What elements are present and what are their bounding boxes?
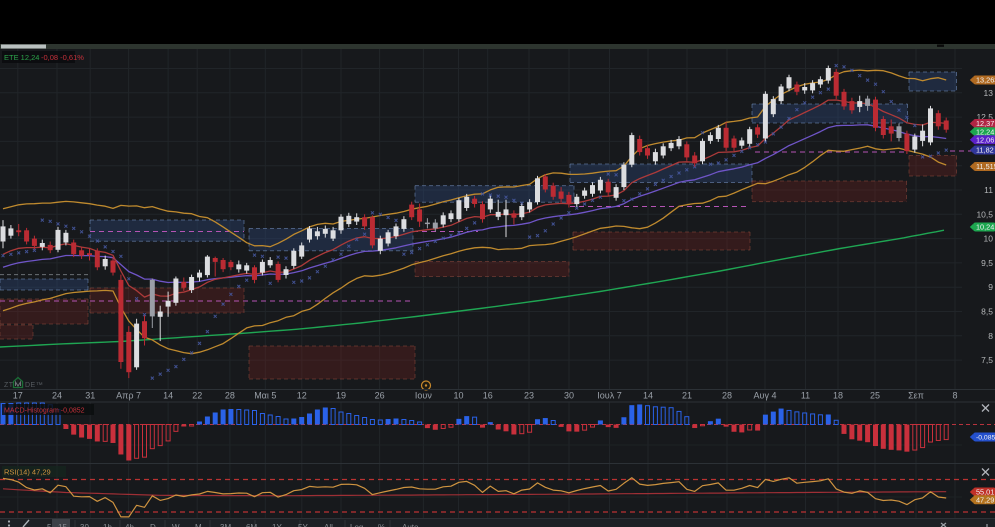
svg-text:-0,0852: -0,0852 <box>976 435 995 442</box>
svg-text:14: 14 <box>163 391 173 401</box>
svg-text:ETE 12,24: ETE 12,24 <box>4 53 39 62</box>
svg-text:Auto: Auto <box>402 523 419 527</box>
svg-text:8: 8 <box>988 331 993 341</box>
svg-text:12,37: 12,37 <box>976 119 994 128</box>
svg-text:10: 10 <box>984 234 994 244</box>
svg-text:18: 18 <box>833 391 843 401</box>
svg-text:ZT: ZT <box>4 382 14 389</box>
svg-text:10,24: 10,24 <box>976 223 994 232</box>
svg-text:30: 30 <box>564 391 574 401</box>
svg-text:5: 5 <box>47 523 52 527</box>
svg-text:17: 17 <box>13 391 23 401</box>
svg-text:15: 15 <box>58 523 67 527</box>
svg-text:16: 16 <box>483 391 493 401</box>
svg-text:7,5: 7,5 <box>981 355 993 365</box>
svg-text:All: All <box>324 523 333 527</box>
svg-text:12: 12 <box>297 391 307 401</box>
svg-text:RSI(14) 47,29: RSI(14) 47,29 <box>4 468 51 477</box>
svg-text:21: 21 <box>682 391 692 401</box>
svg-text:Αυγ 4: Αυγ 4 <box>754 391 777 401</box>
svg-text:MACD-Histogram -0,0852: MACD-Histogram -0,0852 <box>4 408 85 415</box>
svg-text:13: 13 <box>984 88 994 98</box>
svg-text:10,5: 10,5 <box>976 209 993 219</box>
svg-text:24: 24 <box>52 391 62 401</box>
svg-text:M: M <box>195 523 202 527</box>
svg-text:47,29: 47,29 <box>976 495 994 504</box>
svg-text:30: 30 <box>80 523 89 527</box>
svg-text:11: 11 <box>801 391 810 401</box>
svg-text:6M: 6M <box>246 523 257 527</box>
svg-text:8,5: 8,5 <box>981 307 993 317</box>
svg-text:Σεπ: Σεπ <box>908 391 924 401</box>
svg-text:23: 23 <box>524 391 534 401</box>
svg-text:9,5: 9,5 <box>981 258 993 268</box>
svg-text:Απρ 7: Απρ 7 <box>116 391 141 401</box>
svg-text:8: 8 <box>952 391 957 401</box>
svg-text:11,82: 11,82 <box>976 146 994 155</box>
svg-text:Ιουλ 7: Ιουλ 7 <box>597 391 621 401</box>
svg-text:14: 14 <box>643 391 653 401</box>
svg-text:12,06: 12,06 <box>976 135 994 144</box>
svg-text:13,263: 13,263 <box>976 76 995 85</box>
svg-text:9: 9 <box>988 282 993 292</box>
svg-text:1h: 1h <box>103 523 112 527</box>
svg-text:28: 28 <box>225 391 235 401</box>
svg-text:19: 19 <box>336 391 346 401</box>
svg-text:26: 26 <box>375 391 385 401</box>
svg-text:W: W <box>172 523 180 527</box>
svg-text:-0,08 -0,61%: -0,08 -0,61% <box>41 53 84 62</box>
svg-text:28: 28 <box>722 391 732 401</box>
svg-text:4h: 4h <box>125 523 134 527</box>
svg-text:12,5: 12,5 <box>976 112 993 122</box>
svg-text:11: 11 <box>984 185 993 195</box>
svg-text:55,01: 55,01 <box>976 488 994 497</box>
svg-text:5Y: 5Y <box>298 523 308 527</box>
svg-text:3M: 3M <box>220 523 231 527</box>
svg-text:11,515: 11,515 <box>976 162 995 171</box>
svg-text:Log: Log <box>350 523 363 527</box>
svg-text:Μαι 5: Μαι 5 <box>254 391 276 401</box>
svg-text:D: D <box>150 523 156 527</box>
svg-text:22: 22 <box>192 391 202 401</box>
svg-text:Ιουν: Ιουν <box>415 391 432 401</box>
svg-text:1Y: 1Y <box>272 523 282 527</box>
svg-text:10: 10 <box>453 391 463 401</box>
svg-text:31: 31 <box>85 391 95 401</box>
svg-text:DE™: DE™ <box>25 382 43 389</box>
svg-text:12,24: 12,24 <box>976 127 994 136</box>
svg-text:%: % <box>378 523 385 527</box>
svg-text:25: 25 <box>870 391 880 401</box>
